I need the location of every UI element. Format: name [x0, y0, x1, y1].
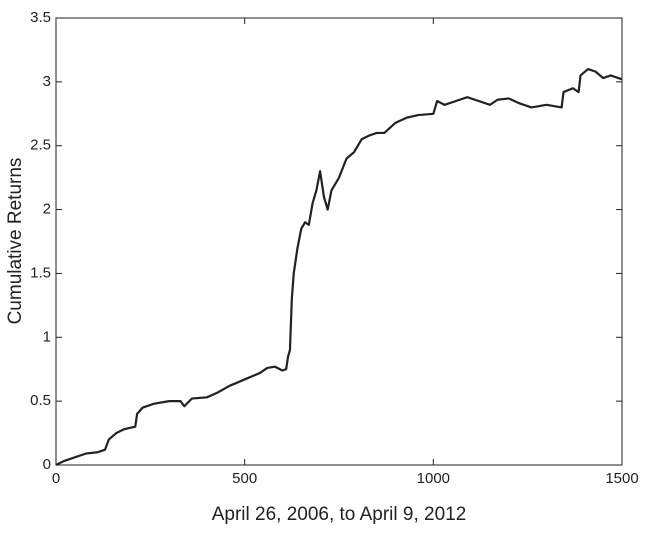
axes-box	[55, 17, 623, 466]
x-tick-label: 0	[52, 470, 60, 487]
y-tick-label: 3	[43, 73, 51, 90]
x-tick-label: 1000	[417, 470, 450, 487]
y-tick-label: 1	[43, 328, 51, 345]
x-tick-label: 500	[232, 470, 257, 487]
x-tick-label: 1500	[605, 470, 638, 487]
y-tick-label: 2.5	[30, 137, 51, 154]
y-tick-label: 0.5	[30, 392, 51, 409]
y-tick-label: 3.5	[30, 9, 51, 26]
x-axis-label: April 26, 2006, to April 9, 2012	[212, 504, 467, 525]
y-tick-label: 0	[43, 456, 51, 473]
data-line	[55, 67, 623, 466]
y-tick-label: 1.5	[30, 264, 51, 281]
y-axis-label: Cumulative Returns	[5, 158, 26, 325]
y-tick-label: 2	[43, 201, 51, 218]
